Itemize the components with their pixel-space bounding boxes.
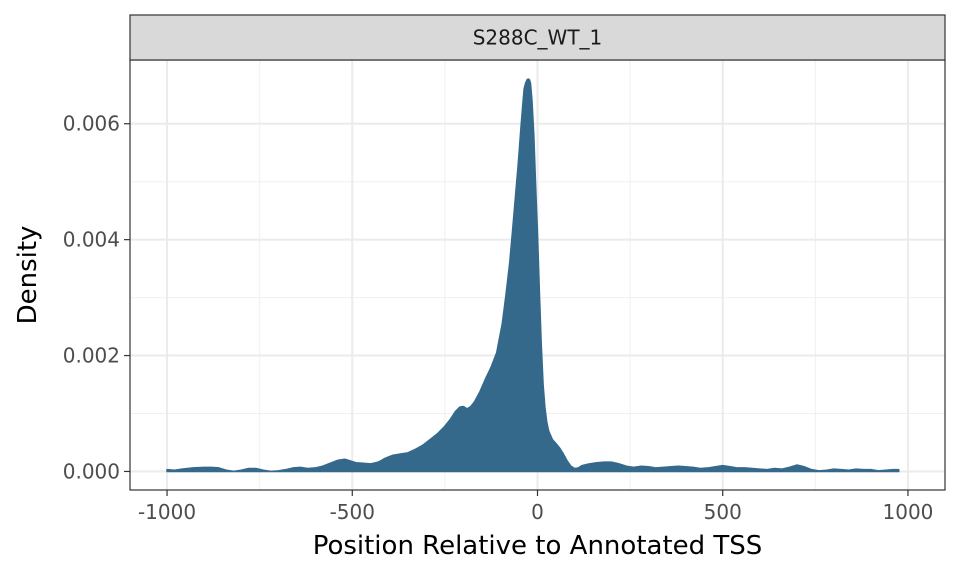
y-axis-title: Density [13,226,43,325]
y-tick-label: 0.000 [63,459,120,483]
x-axis-ticks: -1000 -500 0 500 1000 [138,490,933,524]
x-tick-label: -1000 [138,500,196,524]
y-tick-label: 0.002 [63,344,120,368]
x-axis-title: Position Relative to Annotated TSS [313,531,763,561]
facet-strip-background [129,14,946,61]
x-tick-label: -500 [330,500,375,524]
y-tick-label: 0.004 [63,228,120,252]
x-tick-label: 0 [531,500,544,524]
y-tick-label: 0.006 [63,112,120,136]
y-axis-ticks: 0.000 0.002 0.004 0.006 [63,112,130,483]
density-area [166,78,900,473]
x-tick-label: 500 [704,500,742,524]
x-tick-label: 1000 [883,500,934,524]
facet-strip: S288C_WT_1 [129,14,946,61]
density-layer [166,78,900,473]
facet-strip-label: S288C_WT_1 [473,26,603,50]
